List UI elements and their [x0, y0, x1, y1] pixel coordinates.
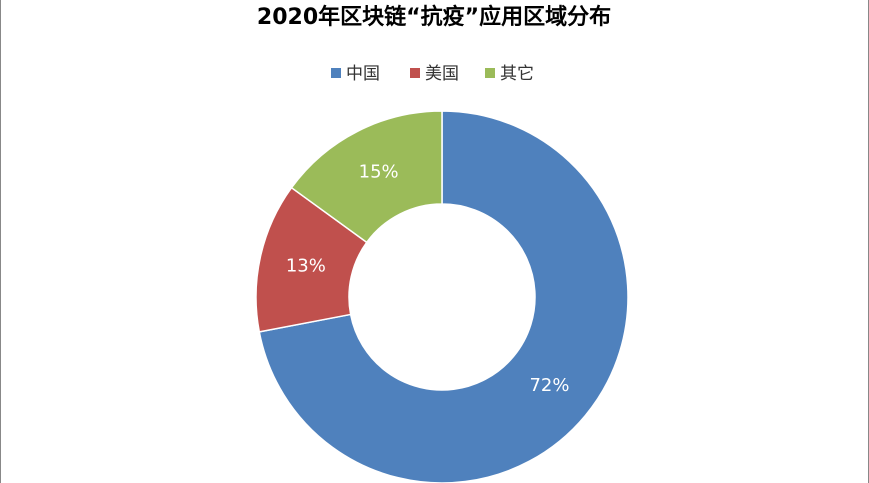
legend-label: 中国 [346, 64, 380, 84]
legend-label: 美国 [425, 64, 459, 84]
donut-slice [258, 110, 629, 483]
data-label: 13% [286, 256, 326, 277]
data-label: 15% [359, 162, 399, 183]
legend-label: 其它 [500, 64, 534, 84]
donut-slice [290, 110, 443, 244]
legend-swatch [331, 68, 341, 78]
legend-swatch [485, 68, 495, 78]
chart-title: 2020年区块链“抗疫”应用区域分布 [257, 4, 611, 30]
data-label: 72% [529, 375, 569, 396]
legend-swatch [410, 68, 420, 78]
